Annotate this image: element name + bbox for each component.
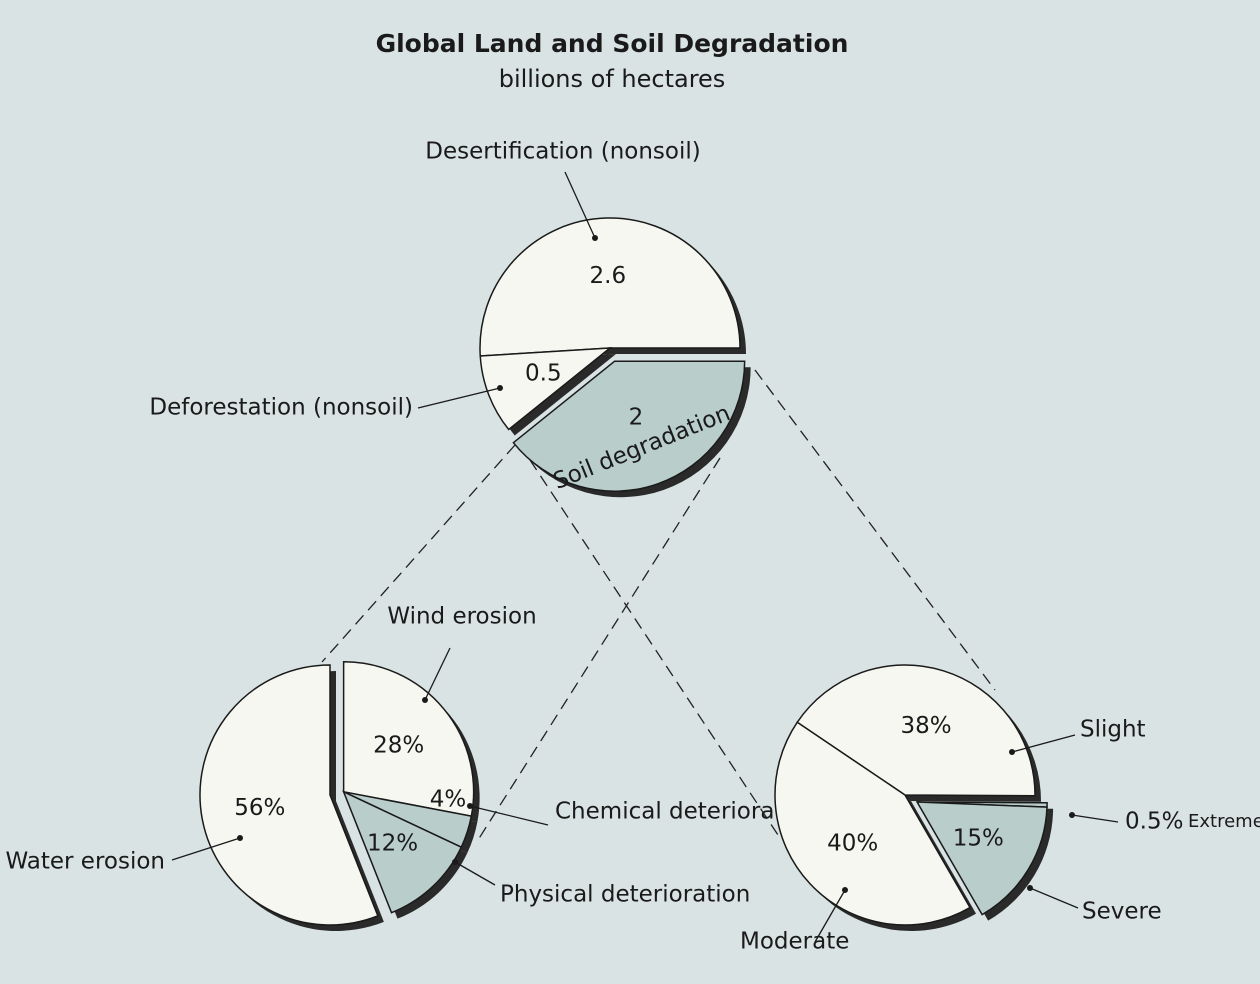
- leader-line: [814, 889, 846, 943]
- pie: [199, 661, 480, 931]
- value-label: 15%: [953, 825, 1004, 851]
- leader-dot: [592, 235, 598, 241]
- leader-dot: [1009, 749, 1015, 755]
- connectors: [321, 369, 996, 841]
- leader-dot: [1027, 885, 1033, 891]
- slice: [796, 664, 1036, 797]
- value-label: 28%: [373, 733, 424, 759]
- slice: [774, 721, 972, 926]
- value-label: 2.6: [590, 263, 627, 289]
- leader-dot: [452, 859, 458, 865]
- slice: [512, 360, 746, 492]
- value-label: 12%: [367, 830, 418, 856]
- leader-line: [171, 837, 241, 861]
- connector: [754, 369, 996, 691]
- category-label: Water erosion: [6, 849, 166, 875]
- value-label: 2: [629, 405, 644, 431]
- pie: [479, 217, 751, 498]
- value-label: 38%: [901, 713, 952, 739]
- leader-line: [469, 805, 549, 826]
- category-label: Extreme: [1188, 811, 1260, 832]
- category-label: Moderate: [740, 929, 849, 955]
- slice: [342, 661, 475, 818]
- value-label: 0.5: [525, 360, 562, 386]
- pie: [774, 664, 1054, 931]
- leader-dot: [497, 385, 503, 391]
- slice: [479, 217, 741, 357]
- category-label: Severe: [1082, 899, 1162, 925]
- slice: [479, 347, 613, 431]
- category-label: Physical deterioration: [500, 882, 750, 908]
- leader-line: [564, 171, 596, 239]
- value-label: 40%: [827, 830, 878, 856]
- category-label: Wind erosion: [387, 604, 536, 630]
- leader-line: [454, 861, 496, 886]
- value-label: 56%: [234, 795, 285, 821]
- leader-dot: [1069, 812, 1075, 818]
- value-label: 0.5%: [1125, 809, 1183, 835]
- leader-line: [424, 647, 451, 701]
- slice: [915, 801, 1048, 916]
- category-label: Slight: [1080, 717, 1146, 743]
- leader-dot: [237, 835, 243, 841]
- slice: [199, 664, 379, 926]
- category-label: Deforestation (nonsoil): [149, 395, 413, 421]
- chart-subtitle: billions of hectares: [499, 65, 726, 93]
- leader-line: [1071, 814, 1119, 823]
- leader-line: [1029, 887, 1079, 909]
- leader-line: [1011, 734, 1076, 753]
- leader-dot: [422, 697, 428, 703]
- category-label: Desertification (nonsoil): [425, 139, 700, 165]
- leader-dot: [842, 887, 848, 893]
- chart-title: Global Land and Soil Degradation: [376, 29, 849, 58]
- connector: [321, 444, 516, 663]
- leader-dot: [467, 803, 473, 809]
- value-label: 4%: [430, 787, 467, 813]
- slice: [342, 790, 463, 914]
- leader-line: [417, 387, 501, 409]
